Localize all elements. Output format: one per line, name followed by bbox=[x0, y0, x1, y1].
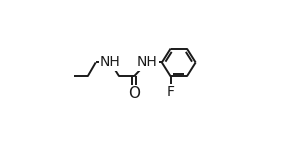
Text: O: O bbox=[128, 86, 140, 101]
Text: NH: NH bbox=[137, 55, 158, 70]
Text: F: F bbox=[167, 85, 175, 99]
Text: NH: NH bbox=[100, 55, 121, 70]
